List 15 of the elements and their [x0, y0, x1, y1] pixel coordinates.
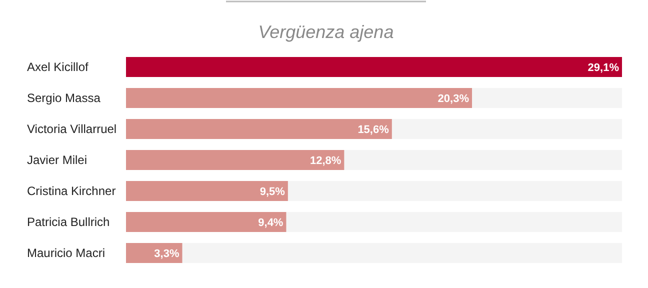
data-label: 9,5%	[260, 186, 286, 198]
y-tick-label: Patricia Bullrich	[27, 215, 110, 230]
data-label: 29,1%	[588, 62, 620, 74]
data-label: 3,3%	[154, 248, 180, 260]
y-tick-label: Victoria Villarruel	[27, 122, 117, 136]
y-tick-label: Cristina Kirchner	[27, 184, 116, 198]
chart-title: Vergüenza ajena	[258, 22, 394, 42]
data-label: 9,4%	[258, 216, 284, 229]
y-tick-label: Sergio Massa	[27, 91, 101, 106]
data-label: 20,3%	[438, 92, 470, 105]
y-tick-label: Mauricio Macri	[27, 246, 106, 260]
y-tick-label: Axel Kicillof	[27, 60, 90, 74]
data-label: 12,8%	[310, 154, 342, 167]
y-tick-label: Javier Milei	[27, 153, 88, 168]
data-label: 15,6%	[358, 124, 390, 136]
